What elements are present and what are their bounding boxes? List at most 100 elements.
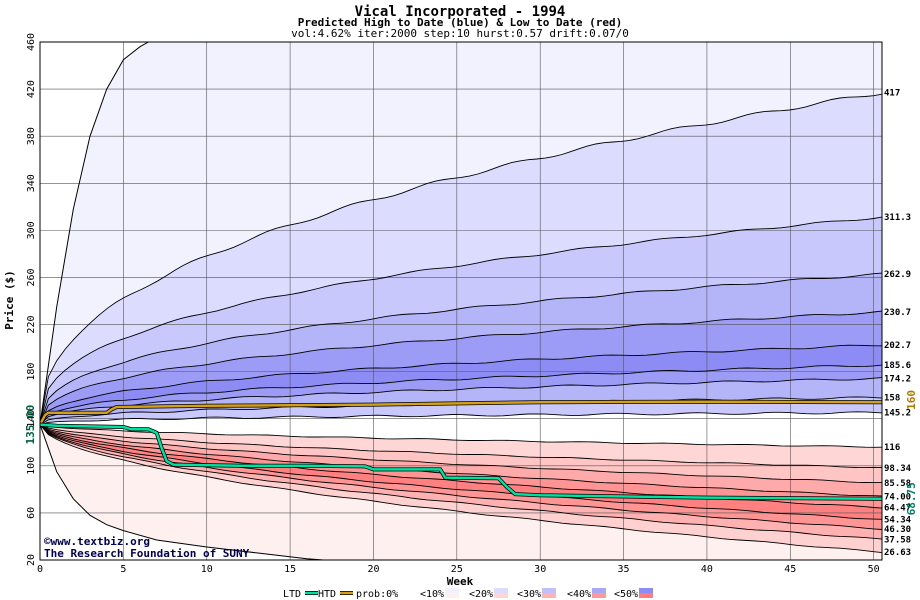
high-band-line	[40, 344, 882, 425]
ltd-end-label: 68.75	[905, 482, 918, 515]
legend-swatch	[542, 588, 556, 593]
start-price-label: 135.00	[24, 405, 37, 445]
low-band-line	[40, 424, 882, 448]
high-band-region	[40, 311, 882, 425]
x-tick-label: 10	[201, 564, 213, 575]
x-tick-label: 40	[701, 564, 713, 575]
x-tick-label: 25	[451, 564, 463, 575]
x-tick-label: 5	[120, 564, 126, 575]
y-tick-label: 260	[26, 268, 37, 286]
band-value-label: 74.00	[884, 492, 911, 502]
chart-subtitle: Predicted High to Date (blue) & Low to D…	[298, 16, 623, 29]
high-band-region	[40, 396, 882, 425]
band-value-label: 85.58	[884, 479, 911, 489]
band-value-label: 311.3	[884, 213, 911, 223]
band-value-label: 98.34	[884, 464, 912, 474]
legend-swatch	[445, 588, 459, 593]
low-band-region	[40, 424, 882, 496]
low-band-region	[40, 424, 882, 509]
y-tick-label: 20	[26, 554, 37, 566]
legend-swatch	[494, 588, 508, 593]
high-band-region	[40, 217, 882, 425]
band-value-label: 26.63	[884, 548, 911, 558]
high-band-line	[40, 93, 882, 425]
legend-label-ltd: LTD	[283, 589, 301, 600]
x-tick-label: 30	[534, 564, 546, 575]
watermark-org: The Research Foundation of SUNY	[44, 547, 250, 560]
band-value-label: 230.7	[884, 308, 911, 318]
high-band-region	[40, 345, 882, 425]
watermark-url: ©www.textbiz.org	[44, 535, 150, 548]
high-band-region	[40, 377, 882, 425]
band-value-label: 158	[884, 394, 900, 404]
band-value-label: 262.9	[884, 270, 911, 280]
x-tick-label: 20	[367, 564, 379, 575]
high-band-line	[40, 216, 882, 425]
series-line-htd	[40, 400, 882, 426]
high-band-region	[40, 42, 882, 425]
low-band-region	[40, 424, 882, 560]
band-value-label: 54.34	[884, 516, 912, 526]
plot-area: 0 5 10 15 20 25 30 35 40 45 50 20 60 100 140 180 220 260 3…	[24, 33, 918, 575]
htd-end-label: 160	[905, 390, 918, 410]
series-line-ltd	[40, 423, 882, 501]
legend-swatch	[445, 593, 459, 598]
legend-label-prob: <40%	[567, 589, 591, 600]
legend-swatch	[592, 588, 606, 593]
band-value-label: 174.2	[884, 374, 911, 384]
outer-high-line	[40, 42, 149, 425]
legend-swatch	[399, 588, 413, 593]
band-value-label: 116	[884, 443, 900, 453]
low-band-region	[40, 424, 882, 483]
high-band-line	[40, 411, 882, 426]
x-axis-label: Week	[447, 575, 474, 588]
low-band-line	[40, 424, 882, 540]
legend-label-prob: <10%	[420, 589, 444, 600]
low-band-line	[40, 424, 882, 469]
x-tick-label: 35	[618, 564, 630, 575]
band-value-label: 202.7	[884, 341, 911, 351]
chart-title: Vical Incorporated - 1994	[355, 4, 566, 20]
legend-swatch	[542, 593, 556, 598]
band-value-label: 46.30	[884, 525, 911, 535]
band-value-label: 145.2	[884, 409, 911, 419]
low-band-line	[40, 424, 882, 554]
low-band-region	[40, 424, 882, 468]
y-tick-label: 420	[26, 80, 37, 98]
high-band-line	[40, 310, 882, 425]
legend-swatch	[494, 593, 508, 598]
x-tick-label: 50	[868, 564, 880, 575]
legend-label-prob: prob:0%	[356, 589, 398, 600]
x-tick-label: 15	[284, 564, 296, 575]
y-tick-label: 300	[26, 221, 37, 239]
low-band-line	[40, 424, 882, 520]
band-value-label: 37.58	[884, 535, 911, 545]
low-band-region	[40, 424, 882, 540]
outer-low-line	[40, 424, 324, 560]
legend-swatch	[399, 593, 413, 598]
high-band-line	[40, 377, 882, 425]
band-value-label: 417	[884, 89, 900, 99]
legend-label-prob: <30%	[517, 589, 541, 600]
y-tick-label: 60	[26, 507, 37, 519]
band-value-label: 185.6	[884, 361, 911, 371]
low-band-line	[40, 424, 882, 484]
low-band-region	[40, 424, 882, 553]
legend-label-htd: HTD	[318, 589, 336, 600]
high-band-region	[40, 94, 882, 425]
low-band-region	[40, 424, 882, 530]
x-tick-label: 0	[37, 564, 43, 575]
legend-swatch	[592, 593, 606, 598]
band-value-label: 64.47	[884, 504, 911, 514]
legend-label-prob: <20%	[469, 589, 493, 600]
legend: LTD HTD prob:0% <10% <20% <30% <40% <50%	[283, 588, 653, 600]
y-tick-label: 100	[26, 457, 37, 475]
y-tick-label: 460	[26, 33, 37, 51]
plot-frame	[39, 41, 883, 561]
high-band-region	[40, 273, 882, 425]
y-tick-label: 180	[26, 363, 37, 381]
high-band-line	[40, 272, 882, 425]
high-band-region	[40, 365, 882, 425]
high-band-line	[40, 364, 882, 425]
legend-swatch	[639, 593, 653, 598]
